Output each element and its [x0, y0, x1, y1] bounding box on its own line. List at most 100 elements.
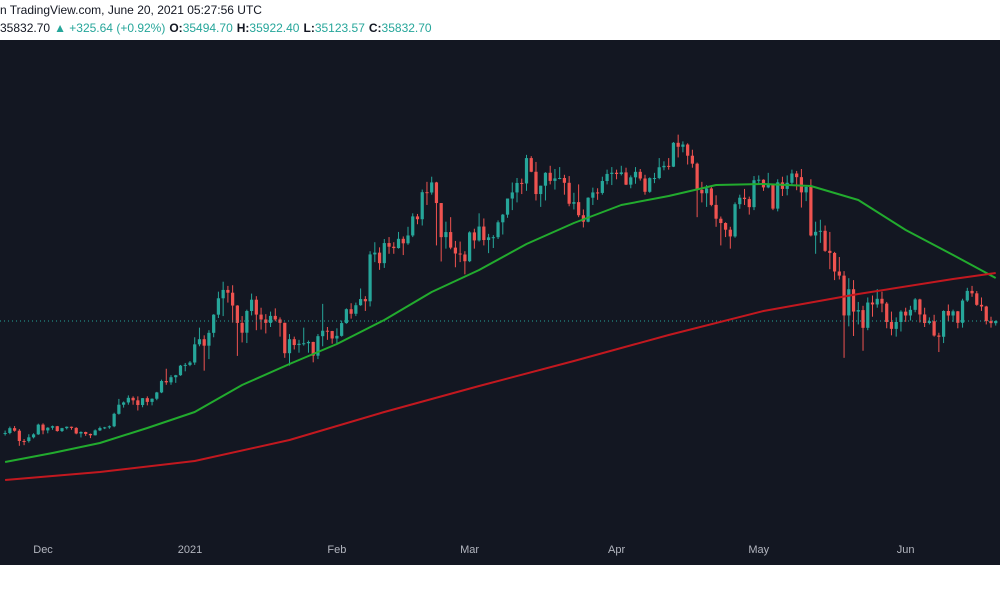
candle-body [240, 322, 244, 333]
candle-body [36, 424, 40, 435]
candle-body [960, 300, 965, 323]
candle-body [131, 397, 135, 401]
candle-body [178, 365, 183, 376]
candle-body [358, 299, 363, 306]
candle-body [164, 381, 168, 383]
candle-body [842, 275, 846, 316]
open-value: 35494.70 [182, 21, 233, 35]
candle-body [927, 321, 931, 324]
candle-body [700, 189, 704, 194]
candle-body [885, 303, 889, 322]
close-prefix: C: [368, 21, 382, 35]
change: ▲ +325.64 (+0.92%) [54, 21, 166, 35]
candle-body [69, 426, 74, 428]
candle-body [577, 202, 581, 216]
close-group: C: 35832.70 [369, 21, 432, 35]
candle-body [486, 237, 491, 241]
candle-body [79, 432, 83, 434]
candle-body [297, 343, 301, 346]
candle-body [150, 398, 154, 402]
candle-body [273, 315, 277, 320]
candle-body [671, 142, 676, 167]
candle-body [894, 321, 898, 329]
candle-body [321, 330, 325, 337]
candle-body [809, 186, 813, 236]
candle-body [401, 238, 405, 244]
candle-body [145, 398, 149, 402]
x-tick-label: Dec [33, 544, 53, 556]
candle-body [747, 199, 751, 208]
candle-body [757, 179, 761, 181]
candle-body [586, 197, 590, 222]
candle-body [856, 310, 860, 312]
candle-body [231, 292, 235, 306]
candle-body [155, 392, 159, 399]
candle-body [430, 182, 434, 193]
candle-body [377, 252, 382, 264]
candle-body [889, 321, 894, 329]
candle-body [937, 335, 941, 337]
candle-body [183, 364, 187, 366]
x-tick-label: 2021 [178, 544, 202, 556]
candle-body [93, 430, 97, 436]
candle-body [103, 427, 107, 429]
candle-body [216, 298, 221, 315]
candle-body [548, 172, 552, 181]
candle-body [686, 144, 690, 156]
candle-body [946, 311, 950, 316]
candle-body [411, 216, 415, 236]
candle-body [515, 182, 519, 193]
candle-body [832, 252, 837, 272]
candle-body [738, 197, 742, 205]
candle-body [776, 182, 780, 209]
candle-body [979, 304, 984, 307]
candle-body [46, 427, 50, 431]
candle-body [676, 142, 680, 147]
candle-body [899, 311, 903, 322]
candle-body [22, 440, 26, 442]
candle-body [65, 426, 69, 429]
candle-body [956, 311, 960, 323]
candle-body [923, 314, 927, 324]
candle-body [17, 430, 21, 441]
candle-body [117, 404, 121, 414]
candle-body [425, 192, 429, 194]
candle-body [3, 432, 7, 434]
x-tick-label: Feb [327, 544, 346, 556]
candle-body [482, 226, 486, 241]
candle-body [354, 305, 358, 314]
candle-body [12, 428, 17, 431]
candle-body [828, 250, 832, 253]
candle-body [174, 375, 178, 378]
candle-body [472, 232, 476, 241]
candle-body [837, 271, 841, 276]
candle-body [648, 178, 652, 192]
candle-body [558, 177, 562, 179]
candle-body [662, 165, 666, 168]
candle-body [84, 432, 88, 434]
candle-body [733, 204, 737, 237]
candle-body [311, 341, 315, 356]
candle-body [415, 216, 420, 220]
candle-body [245, 311, 249, 333]
candle-body [633, 171, 638, 178]
candle-body [847, 289, 851, 316]
candle-body [790, 173, 794, 183]
candle-body [681, 144, 685, 147]
candle-body [420, 192, 424, 220]
candle-body [444, 232, 448, 238]
candle-body [249, 299, 254, 312]
candle-body [814, 231, 818, 236]
candle-body [434, 182, 439, 204]
candle-body [491, 237, 495, 239]
candle-body [766, 183, 770, 188]
candle-body [98, 428, 102, 431]
candle-body [340, 323, 344, 336]
candle-body [723, 223, 728, 230]
moving-average [5, 272, 996, 481]
candle-body [904, 311, 908, 316]
price: 35832.70 [0, 21, 51, 35]
candle-body [714, 204, 718, 219]
candle-body [392, 246, 396, 249]
